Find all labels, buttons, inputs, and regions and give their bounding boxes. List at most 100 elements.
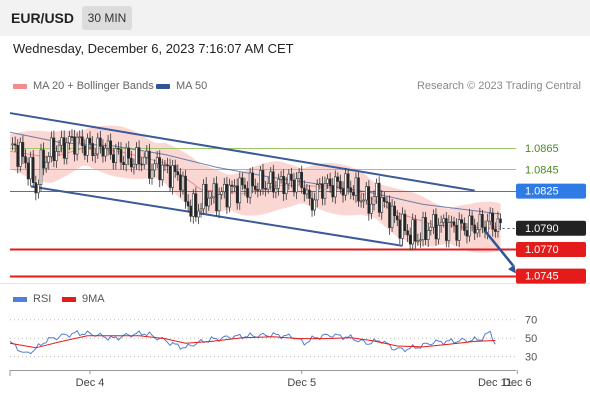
candle-up — [274, 188, 278, 193]
candle-down — [254, 185, 257, 190]
candle-up — [171, 165, 174, 188]
candle-down — [310, 198, 314, 211]
candle-down — [465, 230, 469, 237]
candle-down — [367, 186, 371, 214]
candle-down — [473, 224, 477, 234]
candle-down — [328, 178, 332, 186]
candle-down — [308, 189, 311, 199]
candle-up — [305, 189, 309, 195]
candle-down — [493, 229, 497, 232]
candle-up — [432, 214, 435, 228]
candle-down — [336, 176, 340, 182]
candle-down — [225, 184, 229, 208]
candle-up — [287, 173, 291, 185]
candle-up — [132, 164, 136, 168]
candle-down — [16, 145, 20, 167]
candle-down — [176, 171, 180, 176]
candle-up — [437, 225, 440, 240]
candle-down — [166, 164, 169, 167]
candle-down — [346, 173, 350, 189]
candle-down — [352, 192, 355, 196]
candle-up — [486, 220, 489, 233]
candle-up — [266, 182, 270, 190]
timeframe-button[interactable]: 30 MIN — [82, 6, 132, 30]
rsi-tick-label: 50 — [525, 333, 537, 345]
legend-ma50: MA 50 — [156, 80, 207, 92]
candle-down — [34, 182, 38, 194]
candle-up — [228, 184, 231, 208]
rsi-label: RSI — [33, 293, 52, 305]
candle-up — [297, 172, 301, 180]
candle-up — [161, 164, 164, 181]
candle-up — [78, 136, 81, 139]
candle-down — [215, 183, 218, 212]
candle-down — [290, 173, 293, 181]
candle-up — [150, 169, 154, 179]
candle-up — [192, 193, 195, 217]
candle-up — [197, 210, 200, 218]
candle-up — [359, 200, 363, 203]
candle-down — [282, 176, 286, 194]
candle-up — [277, 179, 280, 189]
candle-down — [137, 147, 141, 165]
candle-up — [313, 199, 316, 211]
candle-up — [326, 178, 329, 184]
candle-down — [83, 145, 87, 156]
x-tick-label: Dec 5 — [287, 377, 316, 389]
candle-up — [145, 150, 149, 158]
legend-ma20: MA 20 + Bollinger Bands — [13, 80, 154, 92]
candle-down — [26, 162, 30, 180]
candle-down — [127, 147, 131, 159]
rsi-swatch — [13, 296, 27, 302]
candle-up — [238, 177, 242, 204]
candle-down — [184, 175, 187, 202]
candle-up — [207, 197, 211, 207]
candle-down — [349, 187, 353, 193]
datetime-label: Wednesday, December 6, 2023 7:16:07 AM C… — [13, 41, 294, 56]
candle-up — [259, 170, 262, 191]
rsi-ma-label: 9MA — [82, 293, 105, 305]
candle-up — [96, 137, 100, 155]
candle-down — [385, 201, 389, 203]
x-tick-label: Dec 11 — [478, 377, 512, 389]
candle-down — [168, 165, 172, 188]
candle-up — [93, 153, 97, 156]
candle-up — [416, 240, 420, 243]
candle-up — [401, 213, 404, 239]
candle-down — [62, 137, 66, 159]
candle-down — [377, 182, 381, 213]
research-credit: Research © 2023 Trading Central — [416, 80, 581, 92]
candle-down — [91, 143, 94, 156]
candle-down — [393, 205, 397, 217]
candle-down — [341, 188, 345, 196]
rsi-ma-line — [9, 335, 496, 349]
candle-up — [364, 186, 368, 201]
candle-down — [408, 234, 412, 245]
level-label-support: 1.0745 — [525, 271, 559, 283]
candle-up — [468, 215, 471, 237]
candle-down — [460, 219, 464, 224]
candle-up — [75, 136, 79, 155]
candle-down — [117, 148, 120, 150]
projection-arrow-head — [508, 264, 516, 274]
rsi-line — [9, 329, 496, 355]
candle-up — [223, 184, 226, 192]
candle-down — [271, 171, 275, 193]
candle-down — [109, 140, 112, 155]
candle-down — [499, 218, 502, 224]
candle-up — [478, 214, 482, 230]
candle-down — [70, 136, 74, 138]
legend-rsi: RSI — [13, 293, 51, 305]
candle-down — [300, 172, 304, 189]
candle-down — [434, 214, 438, 240]
rsi-tick-label: 30 — [525, 352, 537, 364]
candle-up — [439, 221, 443, 226]
candle-down — [395, 215, 399, 221]
candle-up — [372, 196, 376, 205]
candle-up — [155, 157, 159, 165]
candle-up — [18, 142, 22, 167]
candle-up — [124, 147, 128, 165]
candle-down — [331, 185, 335, 198]
